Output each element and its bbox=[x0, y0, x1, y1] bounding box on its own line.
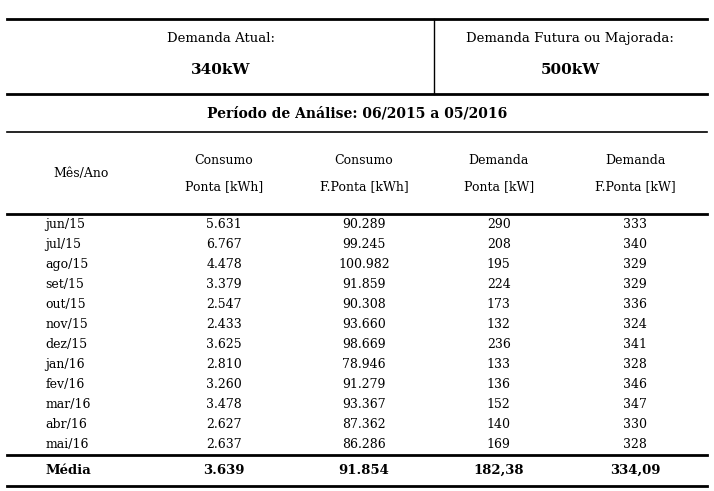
Text: Demanda: Demanda bbox=[468, 154, 529, 167]
Text: 329: 329 bbox=[623, 258, 647, 271]
Text: 3.260: 3.260 bbox=[206, 378, 242, 391]
Text: 336: 336 bbox=[623, 298, 647, 311]
Text: F.Ponta [kW]: F.Ponta [kW] bbox=[595, 180, 675, 193]
Text: 136: 136 bbox=[487, 378, 511, 391]
Text: 90.308: 90.308 bbox=[342, 298, 386, 311]
Text: 152: 152 bbox=[487, 398, 511, 411]
Text: 340kW: 340kW bbox=[191, 63, 251, 77]
Text: 78.946: 78.946 bbox=[342, 358, 386, 371]
Text: 87.362: 87.362 bbox=[342, 418, 386, 431]
Text: Demanda Atual:: Demanda Atual: bbox=[166, 32, 275, 45]
Text: 5.631: 5.631 bbox=[206, 218, 242, 231]
Text: 208: 208 bbox=[487, 238, 511, 251]
Text: jan/16: jan/16 bbox=[46, 358, 85, 371]
Text: 333: 333 bbox=[623, 218, 647, 231]
Text: 132: 132 bbox=[487, 318, 511, 331]
Text: 340: 340 bbox=[623, 238, 647, 251]
Text: abr/16: abr/16 bbox=[46, 418, 88, 431]
Text: ago/15: ago/15 bbox=[46, 258, 89, 271]
Text: Ponta [kW]: Ponta [kW] bbox=[463, 180, 534, 193]
Text: jul/15: jul/15 bbox=[46, 238, 81, 251]
Text: nov/15: nov/15 bbox=[46, 318, 89, 331]
Text: 2.433: 2.433 bbox=[206, 318, 242, 331]
Text: 324: 324 bbox=[623, 318, 647, 331]
Text: Mês/Ano: Mês/Ano bbox=[53, 167, 109, 180]
Text: 182,38: 182,38 bbox=[473, 464, 524, 477]
Text: 2.637: 2.637 bbox=[206, 438, 242, 451]
Text: 3.639: 3.639 bbox=[203, 464, 245, 477]
Text: 173: 173 bbox=[487, 298, 511, 311]
Text: out/15: out/15 bbox=[46, 298, 86, 311]
Text: jun/15: jun/15 bbox=[46, 218, 86, 231]
Text: 140: 140 bbox=[487, 418, 511, 431]
Text: 290: 290 bbox=[487, 218, 511, 231]
Text: 6.767: 6.767 bbox=[206, 238, 242, 251]
Text: Consumo: Consumo bbox=[195, 154, 253, 167]
Text: 334,09: 334,09 bbox=[610, 464, 660, 477]
Text: 91.854: 91.854 bbox=[338, 464, 389, 477]
Text: Demanda Futura ou Majorada:: Demanda Futura ou Majorada: bbox=[466, 32, 674, 45]
Text: Ponta [kWh]: Ponta [kWh] bbox=[185, 180, 263, 193]
Text: 86.286: 86.286 bbox=[342, 438, 386, 451]
Text: 4.478: 4.478 bbox=[206, 258, 242, 271]
Text: Demanda: Demanda bbox=[605, 154, 665, 167]
Text: Média: Média bbox=[46, 464, 91, 477]
Text: 328: 328 bbox=[623, 358, 647, 371]
Text: 500kW: 500kW bbox=[540, 63, 600, 77]
Text: mar/16: mar/16 bbox=[46, 398, 91, 411]
Text: 90.289: 90.289 bbox=[342, 218, 386, 231]
Text: 3.478: 3.478 bbox=[206, 398, 242, 411]
Text: 169: 169 bbox=[487, 438, 511, 451]
Text: 236: 236 bbox=[487, 338, 511, 351]
Text: 330: 330 bbox=[623, 418, 647, 431]
Text: 328: 328 bbox=[623, 438, 647, 451]
Text: 93.660: 93.660 bbox=[342, 318, 386, 331]
Text: 224: 224 bbox=[487, 278, 511, 291]
Text: 329: 329 bbox=[623, 278, 647, 291]
Text: Consumo: Consumo bbox=[335, 154, 393, 167]
Text: Período de Análise: 06/2015 a 05/2016: Período de Análise: 06/2015 a 05/2016 bbox=[207, 106, 507, 120]
Text: mai/16: mai/16 bbox=[46, 438, 89, 451]
Text: 195: 195 bbox=[487, 258, 511, 271]
Text: 2.810: 2.810 bbox=[206, 358, 242, 371]
Text: 3.379: 3.379 bbox=[206, 278, 242, 291]
Text: 98.669: 98.669 bbox=[342, 338, 386, 351]
Text: 91.279: 91.279 bbox=[342, 378, 386, 391]
Text: 2.627: 2.627 bbox=[206, 418, 242, 431]
Text: 347: 347 bbox=[623, 398, 647, 411]
Text: 93.367: 93.367 bbox=[342, 398, 386, 411]
Text: F.Ponta [kWh]: F.Ponta [kWh] bbox=[320, 180, 408, 193]
Text: fev/16: fev/16 bbox=[46, 378, 85, 391]
Text: 133: 133 bbox=[487, 358, 511, 371]
Text: 99.245: 99.245 bbox=[342, 238, 386, 251]
Text: 341: 341 bbox=[623, 338, 647, 351]
Text: dez/15: dez/15 bbox=[46, 338, 88, 351]
Text: 3.625: 3.625 bbox=[206, 338, 242, 351]
Text: 346: 346 bbox=[623, 378, 647, 391]
Text: 91.859: 91.859 bbox=[342, 278, 386, 291]
Text: 100.982: 100.982 bbox=[338, 258, 390, 271]
Text: set/15: set/15 bbox=[46, 278, 84, 291]
Text: 2.547: 2.547 bbox=[206, 298, 242, 311]
